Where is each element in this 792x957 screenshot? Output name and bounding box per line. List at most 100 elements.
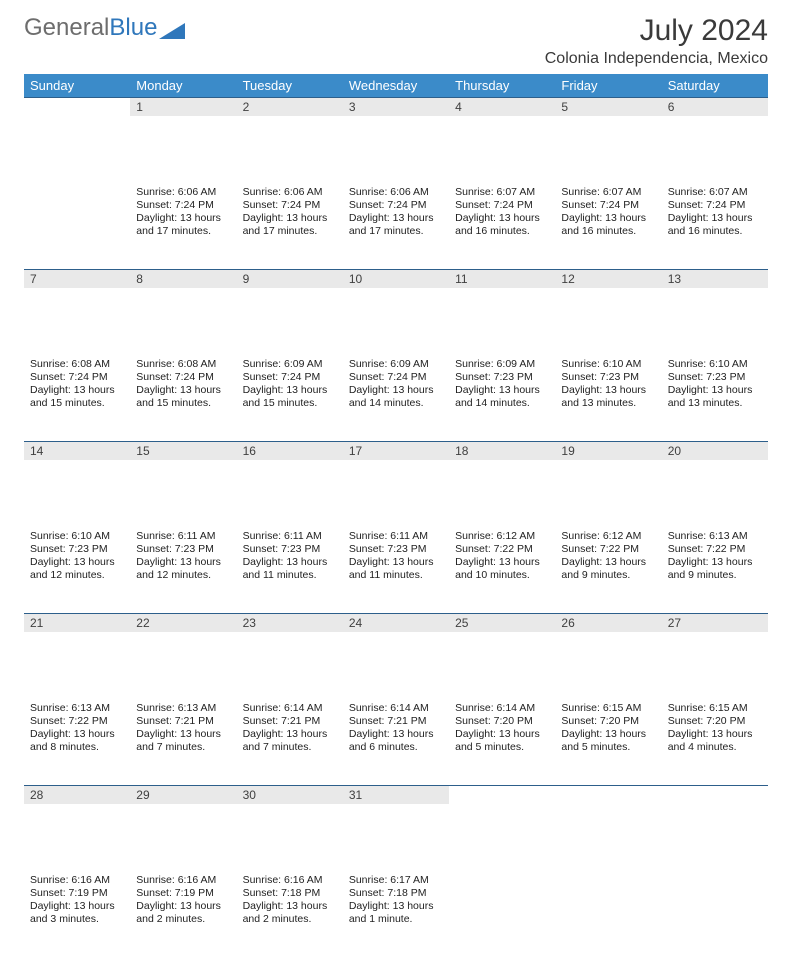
day-details: Sunrise: 6:08 AMSunset: 7:24 PMDaylight:…	[130, 355, 236, 417]
day-details: Sunrise: 6:16 AMSunset: 7:18 PMDaylight:…	[237, 871, 343, 933]
empty-cell	[24, 183, 130, 269]
day-details: Sunrise: 6:15 AMSunset: 7:20 PMDaylight:…	[555, 699, 661, 761]
day-cell: Sunrise: 6:09 AMSunset: 7:24 PMDaylight:…	[237, 355, 343, 441]
day-cell: Sunrise: 6:13 AMSunset: 7:22 PMDaylight:…	[24, 699, 130, 785]
day-cell: Sunrise: 6:11 AMSunset: 7:23 PMDaylight:…	[237, 527, 343, 613]
day-details: Sunrise: 6:10 AMSunset: 7:23 PMDaylight:…	[662, 355, 768, 417]
weekday-header: Monday	[130, 74, 236, 97]
day-number: 28	[24, 785, 130, 804]
day-details: Sunrise: 6:12 AMSunset: 7:22 PMDaylight:…	[449, 527, 555, 589]
day-cell: Sunrise: 6:11 AMSunset: 7:23 PMDaylight:…	[343, 527, 449, 613]
day-number: 27	[662, 613, 768, 632]
day-cell: Sunrise: 6:10 AMSunset: 7:23 PMDaylight:…	[662, 355, 768, 441]
day-number: 11	[449, 269, 555, 288]
day-number-cell: 28	[24, 785, 130, 871]
week-body-row: Sunrise: 6:10 AMSunset: 7:23 PMDaylight:…	[24, 527, 768, 613]
day-number: 18	[449, 441, 555, 460]
day-number: 19	[555, 441, 661, 460]
day-details: Sunrise: 6:14 AMSunset: 7:20 PMDaylight:…	[449, 699, 555, 761]
day-details: Sunrise: 6:06 AMSunset: 7:24 PMDaylight:…	[237, 183, 343, 245]
day-details: Sunrise: 6:13 AMSunset: 7:22 PMDaylight:…	[662, 527, 768, 589]
day-details: Sunrise: 6:09 AMSunset: 7:24 PMDaylight:…	[343, 355, 449, 417]
day-number-cell: 7	[24, 269, 130, 355]
day-number-cell: 4	[449, 97, 555, 183]
title-block: July 2024 Colonia Independencia, Mexico	[545, 14, 768, 68]
day-number: 13	[662, 269, 768, 288]
day-number-cell: 18	[449, 441, 555, 527]
day-details: Sunrise: 6:07 AMSunset: 7:24 PMDaylight:…	[449, 183, 555, 245]
day-number: 24	[343, 613, 449, 632]
weekday-header-row: SundayMondayTuesdayWednesdayThursdayFrid…	[24, 74, 768, 97]
day-number: 3	[343, 97, 449, 116]
week-daynum-row: 28293031	[24, 785, 768, 871]
day-number: 14	[24, 441, 130, 460]
weekday-header: Sunday	[24, 74, 130, 97]
day-number-cell: 1	[130, 97, 236, 183]
day-cell: Sunrise: 6:07 AMSunset: 7:24 PMDaylight:…	[449, 183, 555, 269]
day-cell: Sunrise: 6:07 AMSunset: 7:24 PMDaylight:…	[555, 183, 661, 269]
day-details: Sunrise: 6:15 AMSunset: 7:20 PMDaylight:…	[662, 699, 768, 761]
day-number: 6	[662, 97, 768, 116]
day-details: Sunrise: 6:16 AMSunset: 7:19 PMDaylight:…	[130, 871, 236, 933]
day-number: 8	[130, 269, 236, 288]
day-cell: Sunrise: 6:13 AMSunset: 7:21 PMDaylight:…	[130, 699, 236, 785]
empty-cell	[449, 871, 555, 957]
day-number-cell: 23	[237, 613, 343, 699]
brand-logo: GeneralBlue	[24, 14, 185, 42]
day-cell: Sunrise: 6:07 AMSunset: 7:24 PMDaylight:…	[662, 183, 768, 269]
empty-daynum	[555, 785, 661, 804]
week-body-row: Sunrise: 6:08 AMSunset: 7:24 PMDaylight:…	[24, 355, 768, 441]
day-number: 12	[555, 269, 661, 288]
day-number-cell: 20	[662, 441, 768, 527]
day-number-cell: 9	[237, 269, 343, 355]
day-number: 31	[343, 785, 449, 804]
day-number-cell: 26	[555, 613, 661, 699]
day-details: Sunrise: 6:17 AMSunset: 7:18 PMDaylight:…	[343, 871, 449, 933]
day-number-cell: 5	[555, 97, 661, 183]
day-number-cell: 21	[24, 613, 130, 699]
day-number: 10	[343, 269, 449, 288]
weekday-header: Thursday	[449, 74, 555, 97]
day-cell: Sunrise: 6:16 AMSunset: 7:19 PMDaylight:…	[24, 871, 130, 957]
weekday-header: Tuesday	[237, 74, 343, 97]
calendar-table: SundayMondayTuesdayWednesdayThursdayFrid…	[24, 74, 768, 957]
day-number-cell: 12	[555, 269, 661, 355]
day-number-cell: 19	[555, 441, 661, 527]
day-details: Sunrise: 6:13 AMSunset: 7:21 PMDaylight:…	[130, 699, 236, 761]
week-daynum-row: 123456	[24, 97, 768, 183]
day-cell: Sunrise: 6:06 AMSunset: 7:24 PMDaylight:…	[237, 183, 343, 269]
day-cell: Sunrise: 6:16 AMSunset: 7:18 PMDaylight:…	[237, 871, 343, 957]
day-details: Sunrise: 6:14 AMSunset: 7:21 PMDaylight:…	[343, 699, 449, 761]
week-daynum-row: 21222324252627	[24, 613, 768, 699]
empty-daynum	[24, 97, 130, 116]
day-number-cell: 29	[130, 785, 236, 871]
day-number: 30	[237, 785, 343, 804]
day-details: Sunrise: 6:09 AMSunset: 7:23 PMDaylight:…	[449, 355, 555, 417]
day-details: Sunrise: 6:08 AMSunset: 7:24 PMDaylight:…	[24, 355, 130, 417]
day-cell: Sunrise: 6:09 AMSunset: 7:24 PMDaylight:…	[343, 355, 449, 441]
week-daynum-row: 14151617181920	[24, 441, 768, 527]
day-cell: Sunrise: 6:17 AMSunset: 7:18 PMDaylight:…	[343, 871, 449, 957]
empty-cell	[24, 97, 130, 183]
day-number-cell: 17	[343, 441, 449, 527]
day-number-cell: 31	[343, 785, 449, 871]
day-cell: Sunrise: 6:06 AMSunset: 7:24 PMDaylight:…	[343, 183, 449, 269]
week-daynum-row: 78910111213	[24, 269, 768, 355]
day-number-cell: 10	[343, 269, 449, 355]
day-number: 16	[237, 441, 343, 460]
day-number: 5	[555, 97, 661, 116]
week-body-row: Sunrise: 6:16 AMSunset: 7:19 PMDaylight:…	[24, 871, 768, 957]
day-cell: Sunrise: 6:06 AMSunset: 7:24 PMDaylight:…	[130, 183, 236, 269]
weekday-header: Friday	[555, 74, 661, 97]
day-cell: Sunrise: 6:10 AMSunset: 7:23 PMDaylight:…	[24, 527, 130, 613]
day-cell: Sunrise: 6:16 AMSunset: 7:19 PMDaylight:…	[130, 871, 236, 957]
day-details: Sunrise: 6:11 AMSunset: 7:23 PMDaylight:…	[237, 527, 343, 589]
day-number: 29	[130, 785, 236, 804]
day-number-cell: 6	[662, 97, 768, 183]
day-number-cell: 24	[343, 613, 449, 699]
header: GeneralBlue July 2024 Colonia Independen…	[24, 14, 768, 68]
brand-part1: General	[24, 14, 109, 42]
day-number: 1	[130, 97, 236, 116]
empty-cell	[555, 871, 661, 957]
day-details: Sunrise: 6:06 AMSunset: 7:24 PMDaylight:…	[130, 183, 236, 245]
